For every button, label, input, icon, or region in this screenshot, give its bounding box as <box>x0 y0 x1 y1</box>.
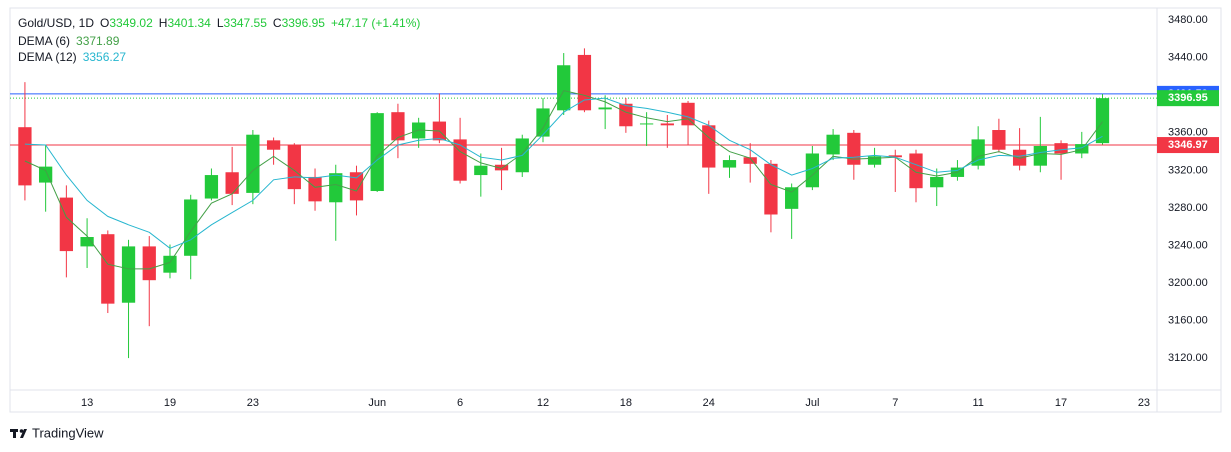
price-label-box <box>1157 90 1219 107</box>
candle-body <box>743 157 757 164</box>
x-tick-label: 7 <box>892 397 898 409</box>
candle-body <box>18 127 32 186</box>
symbol-title: Gold/USD, 1D <box>18 16 94 30</box>
candle-body <box>888 155 902 158</box>
candle-body <box>474 165 488 176</box>
candle-body <box>992 130 1006 150</box>
candle-body <box>329 173 343 203</box>
price-label-box <box>1157 137 1219 154</box>
readout-value: 3396.95 <box>282 16 326 30</box>
readout-key: C <box>273 16 282 30</box>
y-tick-label: 3280.00 <box>1168 202 1208 214</box>
candle-body <box>867 156 882 165</box>
legend-name: DEMA (12) <box>18 50 77 64</box>
readout-change: +47.17 (+1.41%) <box>331 16 420 30</box>
candle-body <box>80 237 94 247</box>
candle-body <box>246 134 260 193</box>
candle-body <box>577 54 592 111</box>
x-tick-label: 23 <box>247 397 259 409</box>
candle-body <box>308 176 322 202</box>
brand-name: TradingView <box>32 425 104 440</box>
legend-value: 3356.27 <box>83 50 127 64</box>
candle-body <box>391 112 405 141</box>
candle-body <box>1075 144 1089 154</box>
y-tick-label: 3480.00 <box>1168 14 1208 26</box>
readout-value: 3401.34 <box>167 16 211 30</box>
candle-body <box>681 102 695 126</box>
price-label: 3346.97 <box>1168 139 1208 151</box>
candle-body <box>805 153 820 188</box>
candle-body <box>1054 143 1068 154</box>
candle-body <box>349 172 364 201</box>
x-tick-label: 23 <box>1138 397 1150 409</box>
candle-body <box>101 234 115 304</box>
y-tick-label: 3120.00 <box>1168 352 1208 364</box>
candle-body <box>287 145 301 190</box>
candle-body <box>370 113 384 192</box>
x-tick-label: Jul <box>805 397 819 409</box>
x-tick-label: 19 <box>164 397 176 409</box>
readout-key: H <box>159 16 168 30</box>
candle-body <box>598 107 612 110</box>
y-tick-label: 3160.00 <box>1168 314 1208 326</box>
x-tick-label: 18 <box>620 397 632 409</box>
candle-body <box>702 125 716 168</box>
legend-value: 3371.89 <box>76 34 120 48</box>
indicator-line <box>24 90 1103 270</box>
y-tick-label: 3320.00 <box>1168 164 1208 176</box>
candle-body <box>785 187 799 209</box>
candle-body <box>764 163 778 215</box>
candle-body <box>266 140 281 150</box>
candle-body <box>121 246 136 303</box>
x-tick-label: Jun <box>368 397 386 409</box>
x-tick-label: 6 <box>457 397 463 409</box>
readout-value: 3347.55 <box>224 16 268 30</box>
candle-body <box>722 160 737 168</box>
x-tick-label: 24 <box>703 397 715 409</box>
price-label: 3396.95 <box>1168 92 1208 104</box>
candle-body <box>909 153 923 189</box>
x-tick-label: 11 <box>972 397 983 409</box>
candle-body <box>1033 145 1047 166</box>
candle-body <box>557 65 571 111</box>
y-tick-label: 3360.00 <box>1168 127 1208 139</box>
legend-name: DEMA (6) <box>18 34 70 48</box>
x-tick-label: 12 <box>537 397 549 409</box>
candle-body <box>536 108 550 137</box>
y-tick-label: 3440.00 <box>1168 52 1208 64</box>
candle-body <box>971 139 985 166</box>
candle-body <box>660 123 674 126</box>
chart-frame <box>9 7 1222 413</box>
candle-body <box>826 134 840 155</box>
candle-body <box>142 246 156 281</box>
candle-body <box>453 139 467 181</box>
candle-body <box>204 175 219 199</box>
readout-key: O <box>100 16 109 30</box>
y-tick-label: 3240.00 <box>1168 239 1208 251</box>
candle-body <box>847 132 861 165</box>
candle-body <box>184 199 198 256</box>
candle-body <box>1095 98 1110 144</box>
candle-body <box>619 103 633 127</box>
indicator-line <box>24 97 1103 249</box>
candle-body <box>639 123 654 125</box>
candle-body <box>225 172 239 194</box>
y-tick-label: 3200.00 <box>1168 277 1208 289</box>
x-tick-label: 17 <box>1055 397 1067 409</box>
candle-body <box>930 176 944 188</box>
brand-logo <box>10 429 27 438</box>
candle-body <box>494 164 509 171</box>
readout-value: 3349.02 <box>109 16 153 30</box>
x-tick-label: 13 <box>81 397 93 409</box>
readout-key: L <box>217 16 224 30</box>
candle-body <box>163 255 177 273</box>
